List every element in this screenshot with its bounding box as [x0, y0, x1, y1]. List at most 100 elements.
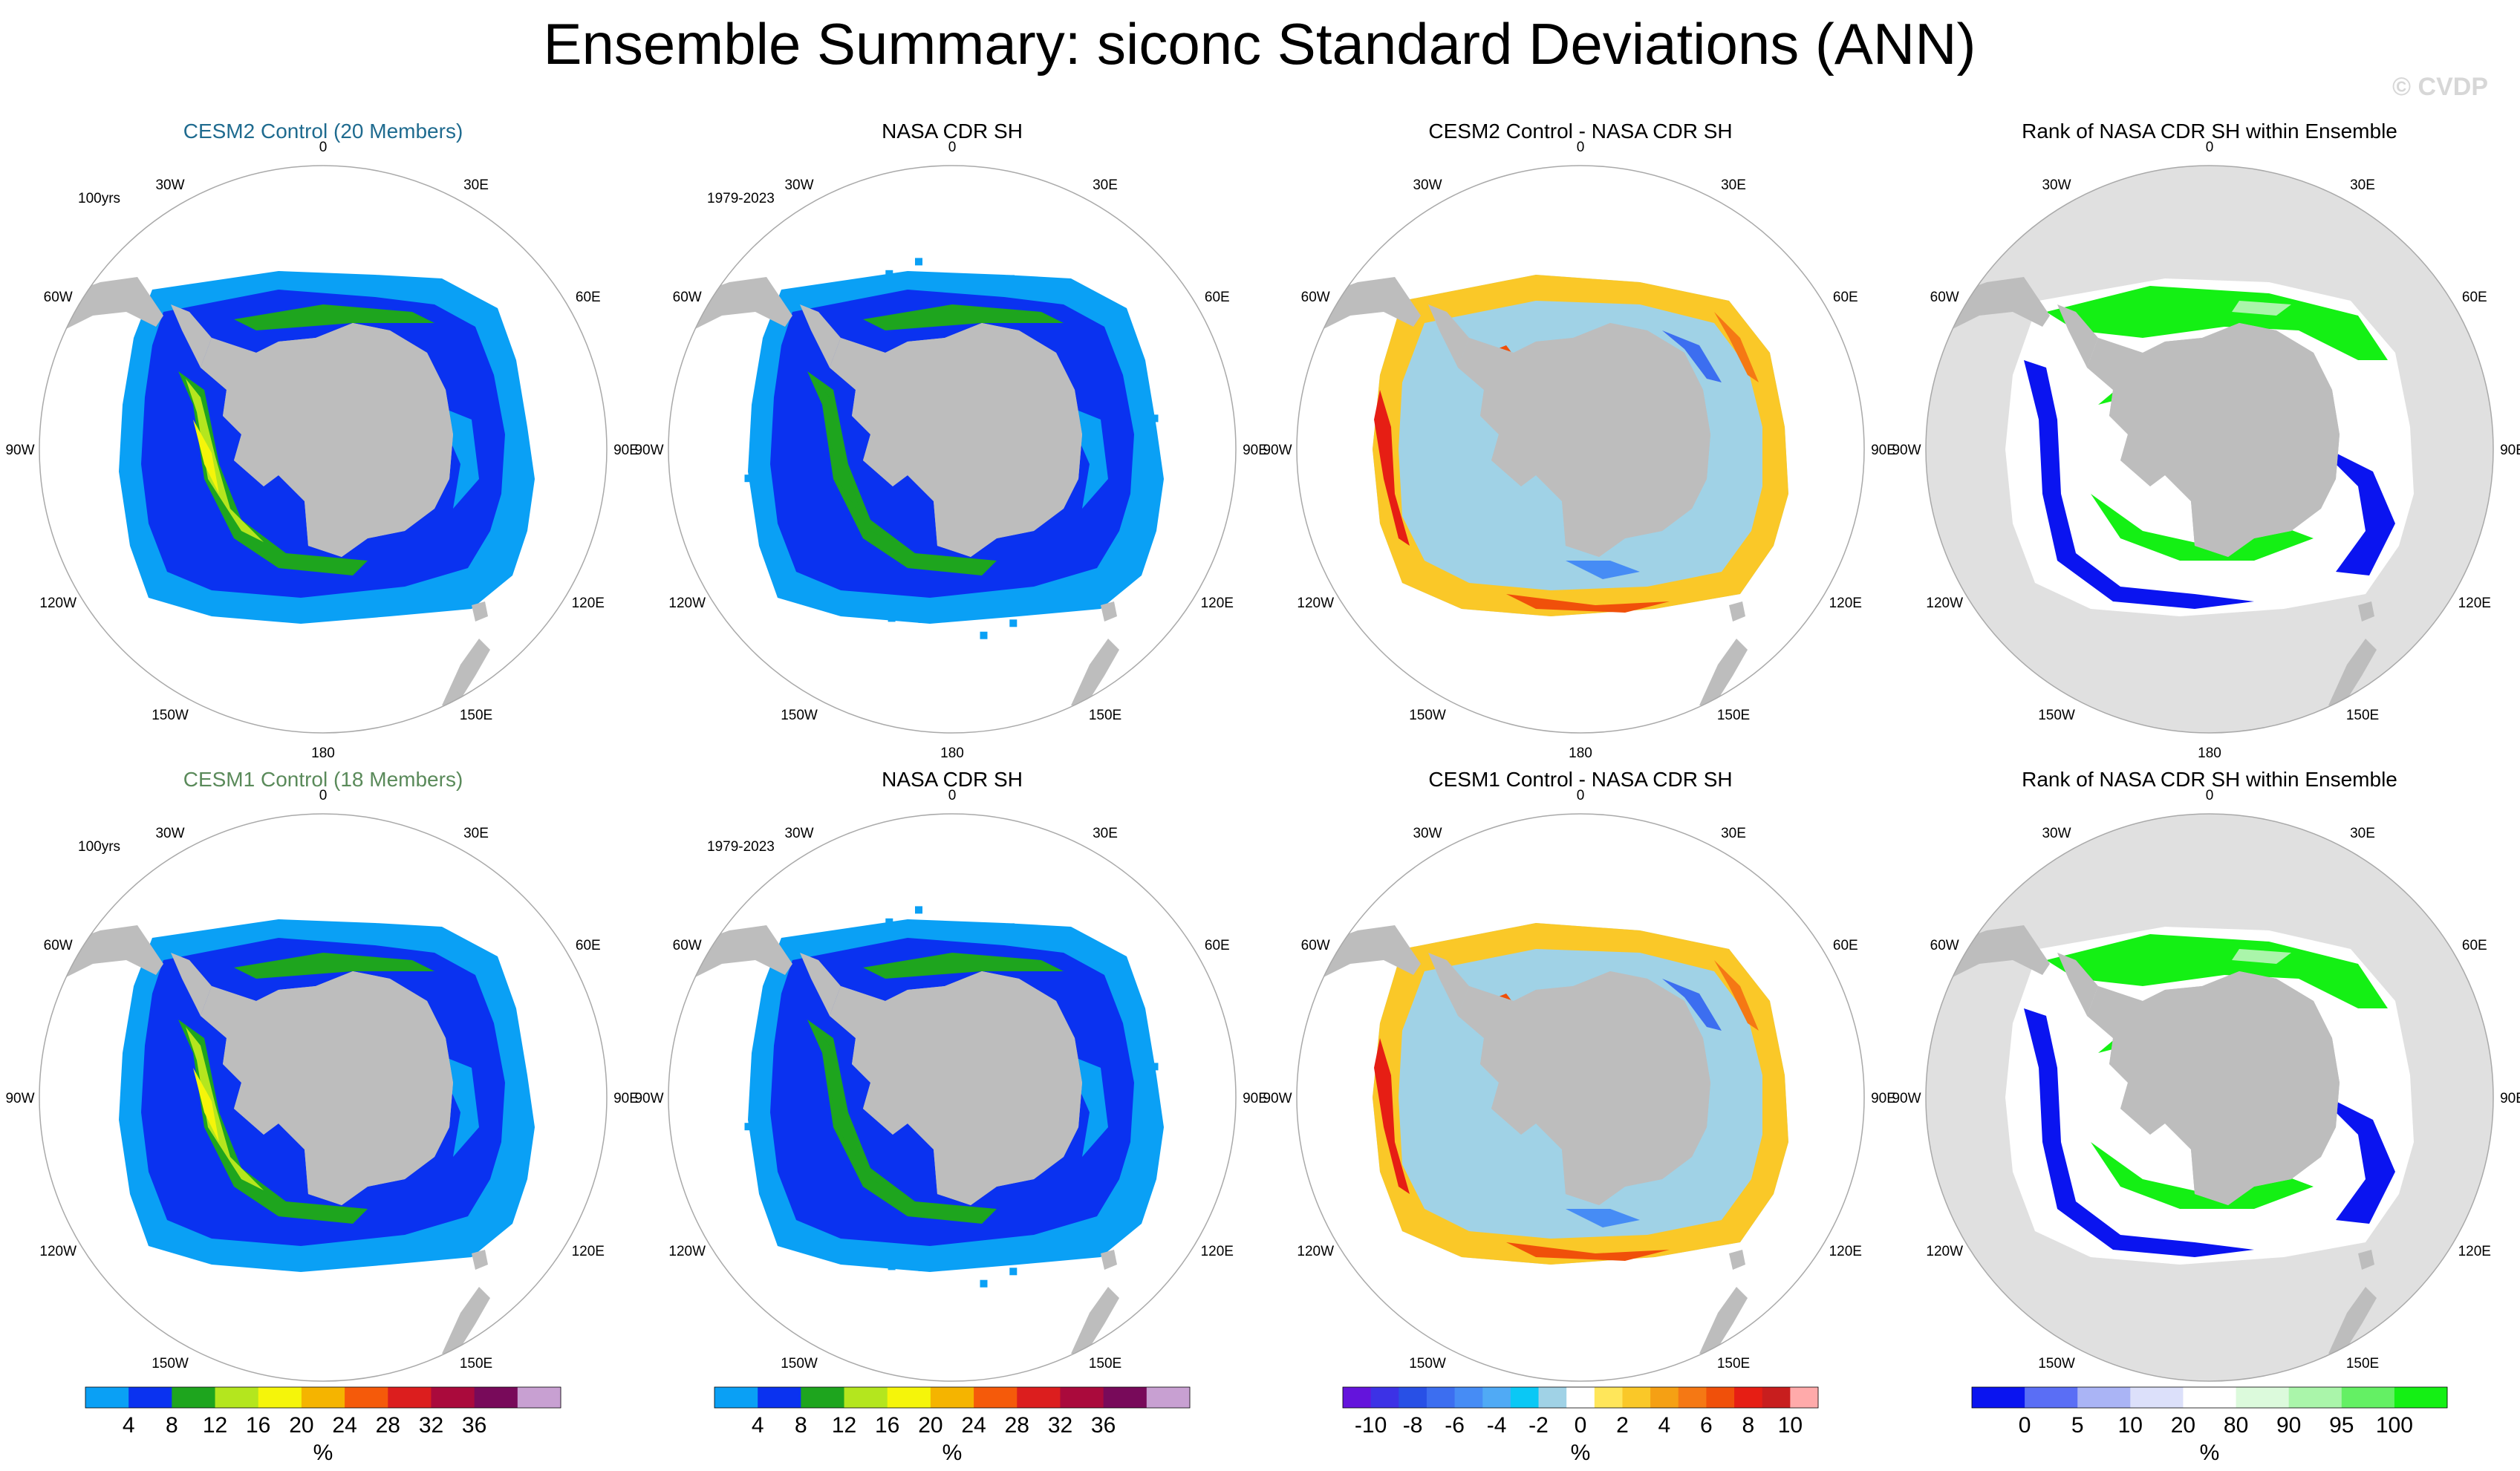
longitude-label: 150W [1409, 708, 1446, 723]
colorbar-tick: 10 [1778, 1413, 1803, 1438]
panels: CESM2 Control (20 Members) 100yrs 0 30E 60E 9… [5, 120, 2520, 1409]
colorbar-tick: 12 [832, 1413, 856, 1438]
longitude-label: 60W [1930, 290, 1959, 305]
colorbar-swatch [2288, 1387, 2342, 1408]
longitude-label: 0 [1577, 788, 1585, 803]
colorbar-tick: 80 [2224, 1413, 2248, 1438]
longitude-label: 90E [1871, 1091, 1896, 1106]
longitude-label: 0 [319, 788, 328, 803]
longitude-label: 90W [634, 1091, 663, 1106]
panel-title: CESM2 Control - NASA CDR SH [1428, 120, 1732, 143]
longitude-label: 120W [1926, 1244, 1963, 1259]
map-boundary [39, 165, 608, 734]
panel-title: NASA CDR SH [882, 768, 1023, 791]
map-boundary [1925, 813, 2494, 1382]
longitude-label: 60E [576, 290, 601, 305]
longitude-label: 0 [948, 788, 957, 803]
longitude-label: 120E [2458, 596, 2491, 611]
longitude-label: 180 [1569, 746, 1592, 761]
longitude-label: 30W [155, 177, 184, 193]
longitude-label: 180 [940, 746, 964, 761]
colorbar-swatch [801, 1387, 845, 1408]
longitude-label: 30W [1413, 177, 1442, 193]
longitude-label: 150E [2346, 708, 2379, 723]
colorbars: 4 8 12 16 20 24 28 32 36%4 8 12 16 20 24 28 32 36%-10 -8-… [85, 1386, 2448, 1465]
colorbar-swatch [1622, 1387, 1651, 1408]
colorbar-swatch [974, 1387, 1018, 1408]
panel-title: NASA CDR SH [882, 120, 1023, 143]
longitude-label: 90W [5, 1091, 34, 1106]
colorbar-tick: 16 [246, 1413, 270, 1438]
longitude-label: 120E [1201, 596, 1234, 611]
colorbar-tick: 36 [462, 1413, 486, 1438]
colorbar-tick: -8 [1403, 1413, 1423, 1438]
longitude-label: 150W [2038, 708, 2075, 723]
longitude-label: 0 [2206, 140, 2214, 155]
longitude-label: 60W [1301, 938, 1330, 953]
colorbar-swatch [1706, 1387, 1735, 1408]
colorbar-tick: 28 [376, 1413, 400, 1438]
colorbar-swatch [1678, 1387, 1707, 1408]
longitude-label: 150E [1717, 708, 1750, 723]
longitude-label: 150E [1089, 1356, 1121, 1371]
longitude-label: 60E [2462, 290, 2487, 305]
colorbar-swatch [2394, 1387, 2448, 1408]
longitude-label: 30W [784, 177, 813, 193]
longitude-label: 90E [1243, 443, 1268, 458]
colorbar-swatch [85, 1387, 129, 1408]
colorbar-tick: 20 [918, 1413, 942, 1438]
colorbar-tick: 32 [419, 1413, 443, 1438]
colorbar-tick: -10 [1355, 1413, 1387, 1438]
longitude-label: 90E [1243, 1091, 1268, 1106]
longitude-label: 90E [2500, 1091, 2520, 1106]
panel-title: CESM2 Control (20 Members) [183, 120, 463, 143]
longitude-label: 150W [781, 708, 818, 723]
land-mask [59, 277, 490, 705]
longitude-label: 150W [781, 1356, 818, 1371]
watermark: © CVDP [2392, 73, 2488, 101]
panel-title: Rank of NASA CDR SH within Ensemble [2022, 120, 2397, 143]
map-panel-r1-c2: CESM1 Control - NASA CDR SH0 30E 60E 90E 120… [1263, 768, 1895, 1409]
longitude-label: 30W [784, 826, 813, 841]
period-label: 1979-2023 [707, 191, 775, 206]
longitude-label: 90E [613, 1091, 639, 1106]
colorbar-swatch [1426, 1387, 1456, 1408]
colorbar-tick: 12 [203, 1413, 227, 1438]
longitude-label: 90W [634, 443, 663, 458]
longitude-label: 150E [1089, 708, 1121, 723]
longitude-label: 30W [155, 826, 184, 841]
colorbar-tick: 24 [332, 1413, 356, 1438]
longitude-label: 60W [1301, 290, 1330, 305]
longitude-label: 60E [2462, 938, 2487, 953]
longitude-label: 150E [1717, 1356, 1750, 1371]
map-boundary [668, 813, 1237, 1382]
longitude-label: 60W [44, 938, 73, 953]
colorbar-swatch [1454, 1387, 1483, 1408]
colorbar-tick: 2 [1616, 1413, 1629, 1438]
colorbar-swatch [258, 1387, 302, 1408]
longitude-label: 30E [1721, 177, 1746, 193]
longitude-label: 150W [2038, 1356, 2075, 1371]
colorbar-tick: 4 [1658, 1413, 1671, 1438]
longitude-label: 60E [1205, 290, 1230, 305]
panel-title: Rank of NASA CDR SH within Ensemble [2022, 768, 2397, 791]
colorbar-tick: 20 [289, 1413, 313, 1438]
longitude-label: 30W [2042, 177, 2071, 193]
longitude-label: 120E [2458, 1244, 2491, 1259]
longitude-label: 120E [1829, 596, 1862, 611]
longitude-label: 180 [311, 746, 335, 761]
colorbar-swatch [1650, 1387, 1679, 1408]
longitude-label: 60W [1930, 938, 1959, 953]
colorbar-swatch [1594, 1387, 1623, 1408]
colorbar-unit: % [2200, 1441, 2220, 1465]
colorbar-swatch [1399, 1387, 1427, 1408]
longitude-label: 60E [1833, 938, 1858, 953]
colorbar-unit: % [1571, 1441, 1591, 1465]
longitude-label: 0 [2206, 788, 2214, 803]
colorbar-tick: 20 [2171, 1413, 2195, 1438]
colorbar-swatch [2183, 1387, 2237, 1408]
colorbar-tick: -2 [1528, 1413, 1549, 1438]
colorbar-swatch [474, 1387, 518, 1408]
map-disk [1926, 814, 2493, 1381]
colorbar-swatch [215, 1387, 259, 1408]
